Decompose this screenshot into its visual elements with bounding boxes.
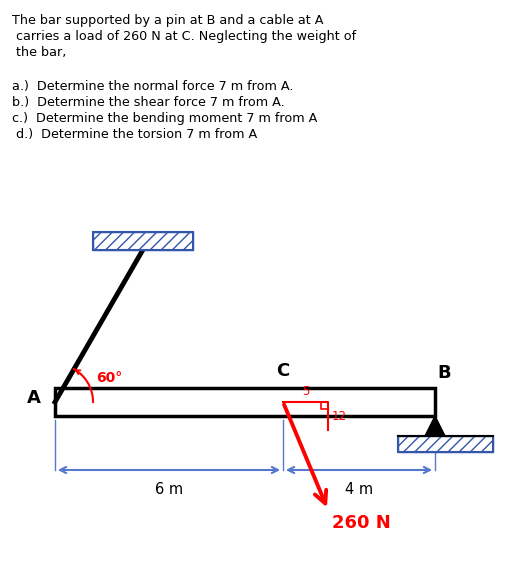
Text: 4 m: 4 m (345, 482, 373, 497)
Text: 12: 12 (332, 410, 347, 423)
Bar (55, 388, 435, 416)
Text: the bar,: the bar, (12, 46, 66, 59)
Text: 6 m: 6 m (155, 482, 183, 497)
Bar (92, 233, 193, 251)
Text: C: C (276, 362, 290, 380)
Text: d.)  Determine the torsion 7 m from A: d.) Determine the torsion 7 m from A (12, 128, 257, 141)
Bar (398, 436, 493, 452)
Text: 60°: 60° (97, 371, 123, 385)
Text: The bar supported by a pin at B and a cable at A: The bar supported by a pin at B and a ca… (12, 14, 323, 27)
Text: b.)  Determine the shear force 7 m from A.: b.) Determine the shear force 7 m from A… (12, 96, 285, 109)
Polygon shape (425, 416, 445, 436)
Text: carries a load of 260 N at C. Neglecting the weight of: carries a load of 260 N at C. Neglecting… (12, 30, 356, 43)
Bar (398, 436, 493, 452)
Bar (92, 233, 193, 251)
Text: B: B (437, 364, 451, 382)
Text: 5: 5 (302, 385, 309, 398)
Text: c.)  Determine the bending moment 7 m from A: c.) Determine the bending moment 7 m fro… (12, 112, 317, 125)
Text: 260 N: 260 N (332, 514, 391, 532)
Text: A: A (27, 389, 41, 407)
Text: a.)  Determine the normal force 7 m from A.: a.) Determine the normal force 7 m from … (12, 80, 293, 93)
